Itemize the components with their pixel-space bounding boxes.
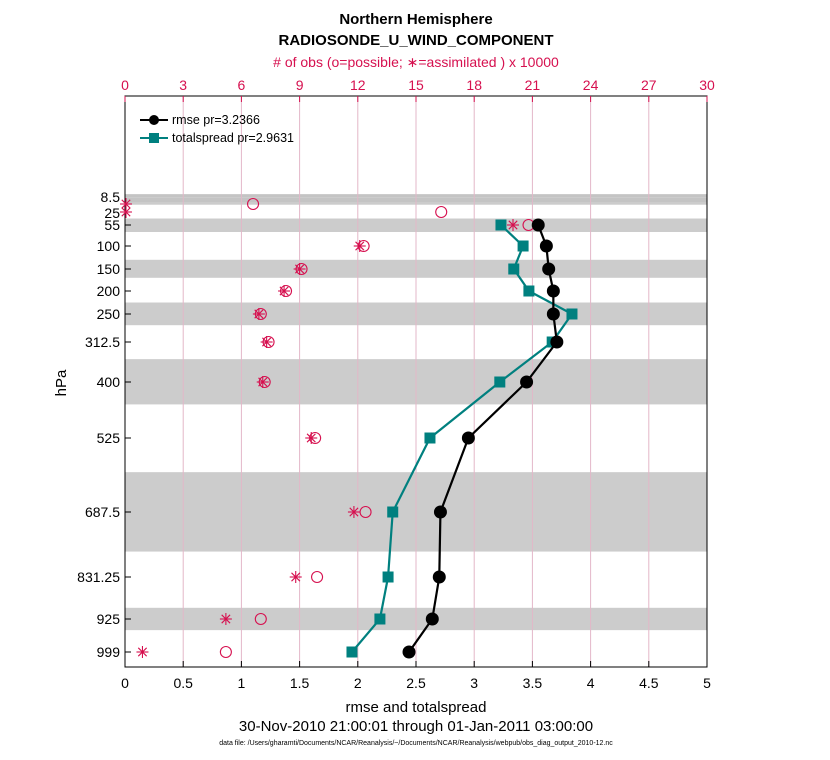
top-tick-label-2: 6: [238, 77, 246, 93]
obs-possible-11: [311, 570, 324, 584]
top-tick-label-4: 12: [350, 77, 366, 93]
obs-assimilated-4: [293, 263, 306, 275]
rmse-point-7: [461, 431, 475, 445]
rmse-point-10: [425, 612, 439, 626]
obs-assimilated-7: [260, 336, 273, 348]
x-tick-label-3: 1.5: [290, 675, 310, 691]
x-tick-label-1: 0.5: [173, 675, 193, 691]
series-lines: [346, 218, 578, 659]
rmse-point-0: [531, 218, 545, 232]
obs-possible-1: [435, 205, 448, 219]
y-tick-label-9: 525: [97, 430, 121, 446]
top-tick-label-10: 30: [699, 77, 715, 93]
spread-point-6: [494, 376, 506, 388]
y-tick-label-0: 8.5: [101, 189, 121, 205]
y-tick-label-11: 831.25: [77, 569, 120, 585]
y-tick-label-6: 250: [97, 306, 121, 322]
top-tick-label-1: 3: [179, 77, 187, 93]
y-tick-label-13: 999: [97, 644, 121, 660]
obs-assimilated-6: [252, 308, 265, 320]
y-tick-label-1: 25: [104, 205, 120, 221]
rmse-point-8: [433, 505, 447, 519]
spread-point-4: [566, 308, 578, 320]
obs-possible-12: [254, 612, 267, 626]
obs-assimilated-2: [507, 219, 519, 231]
rmse-point-6: [520, 375, 534, 389]
obs-assimilated-13: [136, 646, 149, 658]
legend-spread-marker: [149, 133, 159, 143]
spread-point-0: [495, 219, 507, 231]
x-axis-label: rmse and totalspread: [346, 699, 487, 716]
rmse-point-1: [539, 239, 553, 253]
vertical-gridlines: [182, 96, 650, 667]
legend-rmse-marker: [149, 115, 159, 125]
x-tick-label-10: 5: [703, 675, 711, 691]
observation-count-markers: [119, 197, 535, 659]
rmse-point-9: [432, 570, 446, 584]
x-tick-label-9: 4.5: [639, 675, 659, 691]
x-tick-label-2: 1: [238, 675, 246, 691]
y-tick-label-10: 687.5: [85, 504, 120, 520]
date-range: 30-Nov-2010 21:00:01 through 01-Jan-2011…: [239, 718, 593, 735]
top-tick-label-6: 18: [466, 77, 482, 93]
spread-point-3: [523, 285, 535, 297]
top-axis-label: # of obs (o=possible; ∗=assimilated ) x …: [273, 54, 559, 70]
top-tick-label-0: 0: [121, 77, 129, 93]
y-tick-label-8: 400: [97, 374, 121, 390]
x-tick-label-7: 3.5: [523, 675, 543, 691]
spread-point-7: [424, 432, 436, 444]
axis-ticks: 0 0.5 1 1.5 2 2.5 3 3.5 4 4.5 5 0 3 6 9 12 15 18 21 24 27 30 8…: [77, 77, 715, 691]
data-file-path: data file: /Users/gharamti/Documents/NCA…: [219, 740, 613, 747]
top-tick-label-8: 24: [583, 77, 599, 93]
obs-possible-10: [359, 505, 372, 519]
chart-title-region: Northern Hemisphere: [339, 11, 492, 28]
obs-assimilated-5: [278, 285, 291, 297]
spread-point-11: [346, 646, 358, 658]
rmse-point-3: [546, 284, 560, 298]
obs-assimilated-9: [305, 432, 318, 444]
y-tick-label-4: 150: [97, 261, 121, 277]
obs-assimilated-1: [119, 206, 132, 218]
y-tick-label-3: 100: [97, 238, 121, 254]
x-tick-label-6: 3: [470, 675, 478, 691]
x-tick-label-5: 2.5: [406, 675, 426, 691]
top-tick-label-7: 21: [525, 77, 541, 93]
top-tick-label-9: 27: [641, 77, 657, 93]
obs-assimilated-10: [347, 506, 360, 518]
spread-point-1: [517, 240, 529, 252]
legend-spread-label: totalspread pr=2.9631: [172, 131, 294, 145]
obs-assimilated-8: [256, 376, 269, 388]
spread-point-10: [374, 613, 386, 625]
spread-point-2: [508, 263, 520, 275]
obs-assimilated-11: [289, 571, 302, 583]
top-tick-label-3: 9: [296, 77, 304, 93]
rmse-point-4: [546, 307, 560, 321]
y-tick-label-7: 312.5: [85, 334, 120, 350]
rmse-point-11: [402, 645, 416, 659]
rmse-point-5: [550, 335, 564, 349]
y-tick-label-2: 55: [104, 217, 120, 233]
spread-point-9: [382, 571, 394, 583]
spread-point-8: [387, 506, 399, 518]
legend: rmse pr=3.2366 totalspread pr=2.9631: [140, 113, 294, 145]
obs-assimilated-3: [353, 240, 366, 252]
obs-assimilated-12: [219, 613, 232, 625]
y-tick-label-5: 200: [97, 283, 121, 299]
y-axis-label: hPa: [53, 369, 70, 396]
y-tick-label-12: 925: [97, 611, 121, 627]
obs-possible-0: [246, 197, 260, 211]
x-tick-label-0: 0: [121, 675, 129, 691]
obs-possible-13: [219, 645, 232, 659]
x-tick-label-4: 2: [354, 675, 362, 691]
chart-title-variable: RADIOSONDE_U_WIND_COMPONENT: [278, 32, 553, 49]
rmse-point-2: [542, 262, 556, 276]
legend-rmse-label: rmse pr=3.2366: [172, 113, 260, 127]
x-tick-label-8: 4: [587, 675, 595, 691]
top-tick-label-5: 15: [408, 77, 424, 93]
